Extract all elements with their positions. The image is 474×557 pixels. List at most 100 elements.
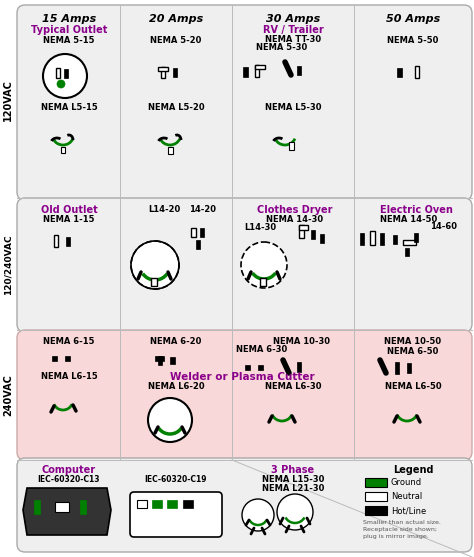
Bar [80,500,86,514]
Bar [34,500,40,514]
Bar [155,356,164,361]
Bar [299,225,308,230]
Bar [137,500,147,508]
Circle shape [242,499,274,531]
Text: Computer: Computer [42,465,96,475]
Text: Typical Outlet: Typical Outlet [31,25,107,35]
FancyBboxPatch shape [17,5,472,200]
Bar [299,225,304,238]
Bar [54,235,58,247]
Text: NEMA L6-30: NEMA L6-30 [265,382,321,391]
Text: NEMA 10-30: NEMA 10-30 [273,337,330,346]
Bar [66,237,70,246]
Bar [365,492,387,501]
Circle shape [241,242,287,288]
Circle shape [43,54,87,98]
Bar [395,362,399,374]
Text: 240VAC: 240VAC [3,374,13,416]
Text: 15 Amps: 15 Amps [42,14,96,24]
Bar [200,228,204,237]
Bar [56,68,60,78]
Text: 14-20: 14-20 [189,205,216,214]
FancyBboxPatch shape [17,198,472,332]
Text: 30 Amps: 30 Amps [266,14,320,24]
Text: NEMA TT-30: NEMA TT-30 [265,35,321,44]
Bar [380,233,384,245]
Bar [393,235,397,244]
Bar [397,68,402,77]
Text: NEMA 5-30: NEMA 5-30 [256,43,307,52]
Circle shape [277,494,313,530]
Bar [258,365,263,370]
Bar [61,147,65,153]
Bar [405,248,409,256]
Bar [403,240,416,245]
Text: 20 Amps: 20 Amps [149,14,203,24]
Text: NEMA L6-20: NEMA L6-20 [148,382,204,391]
Text: NEMA 5-20: NEMA 5-20 [150,36,202,45]
Bar [415,66,419,78]
Bar [365,478,387,487]
Text: NEMA L15-30: NEMA L15-30 [262,475,324,484]
Text: NEMA 14-30: NEMA 14-30 [266,215,324,224]
Text: L14-30: L14-30 [244,223,276,232]
Bar [255,65,265,69]
Text: NEMA 5-15: NEMA 5-15 [43,36,95,45]
Bar [183,500,193,508]
Text: Welder or Plasma Cutter: Welder or Plasma Cutter [170,372,314,382]
Bar [161,67,165,78]
Bar [297,362,301,372]
Text: 50 Amps: 50 Amps [386,14,440,24]
Bar [173,68,177,77]
Bar [158,356,162,365]
Text: NEMA 6-20: NEMA 6-20 [150,337,202,346]
Bar [191,228,196,237]
Text: Ground: Ground [391,478,422,487]
Text: NEMA 14-50: NEMA 14-50 [380,215,437,224]
Text: Smaller than actual size.
Receptacle side shown;
plug is mirror image.: Smaller than actual size. Receptacle sid… [363,520,441,539]
Text: NEMA L5-15: NEMA L5-15 [41,103,97,112]
Text: 120VAC: 120VAC [3,79,13,121]
Text: Clothes Dryer: Clothes Dryer [257,205,333,215]
Text: NEMA 6-30: NEMA 6-30 [236,345,287,354]
Bar [64,69,68,78]
Bar [170,357,175,364]
Text: RV / Trailer: RV / Trailer [263,25,323,35]
Bar [158,67,168,71]
Bar [311,230,315,239]
Circle shape [57,80,65,88]
Bar [365,506,387,515]
Bar [168,147,173,154]
Bar [151,278,157,286]
Text: 120/240VAC: 120/240VAC [3,234,12,295]
Text: NEMA L21-30: NEMA L21-30 [262,484,324,493]
Bar [52,356,57,361]
Bar [370,231,375,245]
Bar [255,65,259,77]
Text: NEMA 5-50: NEMA 5-50 [387,36,439,45]
Text: NEMA L5-30: NEMA L5-30 [265,103,321,112]
Text: Neutral: Neutral [391,492,422,501]
Bar [55,502,69,512]
FancyBboxPatch shape [17,458,472,552]
Bar [245,365,250,370]
Text: NEMA L5-20: NEMA L5-20 [148,103,204,112]
Bar [297,66,301,75]
Text: 3 Phase: 3 Phase [272,465,315,475]
Bar [360,233,364,245]
Text: L14-20: L14-20 [148,205,180,214]
Text: NEMA 6-50: NEMA 6-50 [387,347,439,356]
Polygon shape [23,488,111,535]
Text: Old Outlet: Old Outlet [41,205,97,215]
Text: Hot/Line: Hot/Line [391,506,426,515]
Text: Electric Oven: Electric Oven [380,205,453,215]
Text: NEMA L6-15: NEMA L6-15 [41,372,97,381]
Bar [65,356,70,361]
Circle shape [131,241,179,289]
Bar [152,500,162,508]
Bar [289,142,294,150]
Text: NEMA L6-50: NEMA L6-50 [385,382,441,391]
Bar [167,500,177,508]
Text: IEC-60320-C19: IEC-60320-C19 [145,475,207,484]
Text: Legend: Legend [393,465,433,475]
